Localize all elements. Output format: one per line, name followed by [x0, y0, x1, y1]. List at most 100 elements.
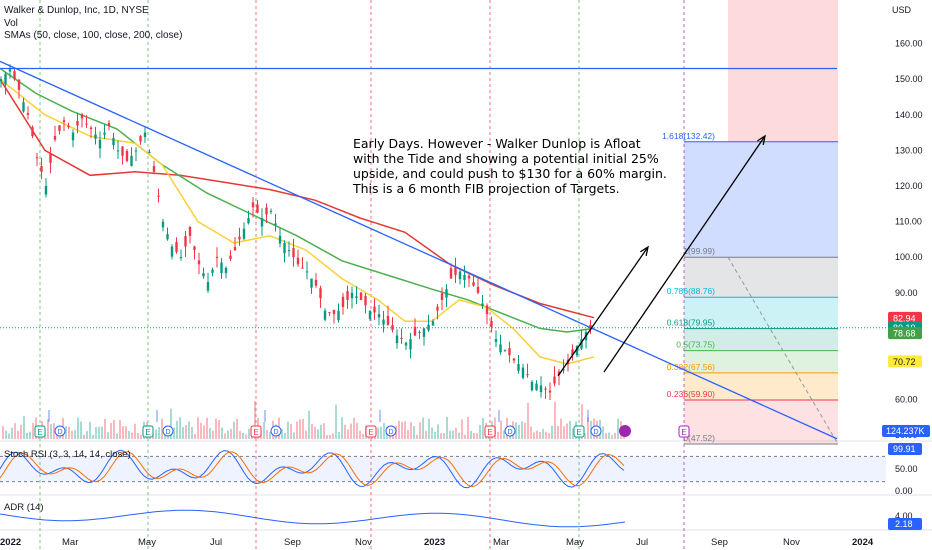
candle-body [283, 242, 286, 254]
candle-body [386, 315, 390, 325]
volume-bar [284, 432, 286, 439]
candle-body [49, 153, 52, 163]
volume-bar [233, 421, 235, 439]
candle-body [44, 186, 48, 195]
fib-level-label: 0.786(88.76) [667, 286, 715, 296]
dividend-marker-label: D [165, 429, 170, 436]
volume-bar [296, 421, 298, 439]
volume-bar [95, 427, 97, 439]
volume-bar [302, 419, 304, 439]
dividend-marker [590, 425, 602, 437]
candle-body [571, 349, 574, 356]
candle-body [413, 326, 417, 336]
volume-bar [344, 424, 346, 439]
dividend-marker [162, 425, 174, 437]
volume-bar [176, 420, 178, 439]
chart-annotation[interactable]: Early Days. However - Walker Dunlop is A… [353, 136, 667, 196]
volume-bar [587, 417, 589, 439]
volume-bar [617, 418, 619, 439]
candle-body [202, 273, 205, 277]
volume-bar [605, 433, 607, 439]
volume-bar [11, 427, 13, 439]
trendlines[interactable] [0, 60, 838, 440]
price-tick: 90.00 [895, 288, 918, 298]
volume-bar [221, 427, 223, 439]
candle-body [53, 135, 57, 140]
candle-body [224, 267, 228, 274]
volume-bar [200, 422, 202, 439]
volume-bar [461, 419, 463, 439]
candle-body [31, 127, 34, 137]
candle-body [526, 374, 529, 376]
volume-legend: Vol [4, 18, 18, 29]
volume-bar [437, 424, 439, 439]
volume-bar [341, 417, 343, 439]
dividend-marker-label: D [388, 429, 393, 436]
fib-level-label: 0.236(59.90) [667, 389, 715, 399]
volume-bar [215, 418, 217, 439]
fib-level-label: 0.618(79.95) [667, 318, 715, 328]
volume-bar [89, 421, 91, 439]
candle-body [427, 324, 430, 331]
volume-bar [245, 434, 247, 439]
volume-bar [248, 428, 250, 439]
candle-body [188, 226, 192, 236]
candle-body [292, 247, 295, 258]
volume-bar [2, 426, 4, 439]
candle-body [94, 134, 97, 139]
event-markers[interactable]: E E E E E E ED D D D D D [34, 410, 690, 438]
candle-body [553, 376, 556, 384]
candle-body [274, 223, 277, 225]
volume-bar [191, 427, 193, 439]
volume-bar [527, 402, 529, 439]
volume-bar [98, 426, 100, 439]
volume-bar [404, 421, 406, 439]
volume-bar [377, 427, 379, 439]
volume-bar [290, 424, 292, 439]
volume-bar [347, 429, 349, 439]
volume-bar [83, 434, 85, 439]
fib-zone [684, 350, 838, 373]
volume-bar [137, 433, 139, 439]
earnings-marker-label: E [145, 428, 150, 437]
candle-body [512, 358, 516, 361]
stoch-badge-label: 99.91 [893, 444, 916, 454]
volume-tick [156, 410, 158, 422]
candle-body [80, 114, 84, 119]
candle-body [422, 328, 426, 337]
fib-projection: 1.618(132.42) 1(99.99) 0.786(88.76) 0.618(7… [662, 0, 839, 445]
volume-bar [242, 432, 244, 439]
volume-bar [479, 424, 481, 439]
volume-bar [353, 417, 355, 439]
volume-bar [164, 432, 166, 439]
volume-bar [287, 421, 289, 439]
earnings-marker-label: E [253, 428, 258, 437]
price-axis[interactable]: USD 160.00 150.00 140.00 130.00 120.00 110.00 1… [882, 5, 930, 530]
volume-bar [545, 431, 547, 439]
time-axis[interactable]: 2022 Mar May Jul Sep Nov 2023 Mar May Jul Sep Nov 20… [0, 537, 874, 548]
earnings-marker [573, 425, 585, 438]
candle-body [530, 381, 534, 391]
adr-badge-label: 2.18 [895, 519, 913, 529]
candle-body [485, 305, 489, 315]
volume-badge-label: 124.237K [886, 426, 925, 436]
candle-body [76, 121, 79, 126]
candle-body [287, 250, 291, 252]
candle-body [332, 309, 336, 315]
adr-tick: 4.00 [895, 511, 913, 521]
volume-bar [557, 425, 559, 439]
volume-bar [68, 426, 70, 439]
volume-bar [122, 426, 124, 439]
volume-tick [587, 410, 589, 422]
fib-zone [684, 257, 838, 298]
candle-body [328, 312, 331, 314]
volume-bar [419, 422, 421, 439]
candle-body [418, 331, 421, 333]
candle-body [26, 113, 30, 115]
candle-body [314, 279, 318, 286]
time-tick: May [138, 537, 156, 548]
candle-body [368, 310, 372, 320]
candle-body [85, 123, 88, 125]
volume-bar [185, 425, 187, 439]
